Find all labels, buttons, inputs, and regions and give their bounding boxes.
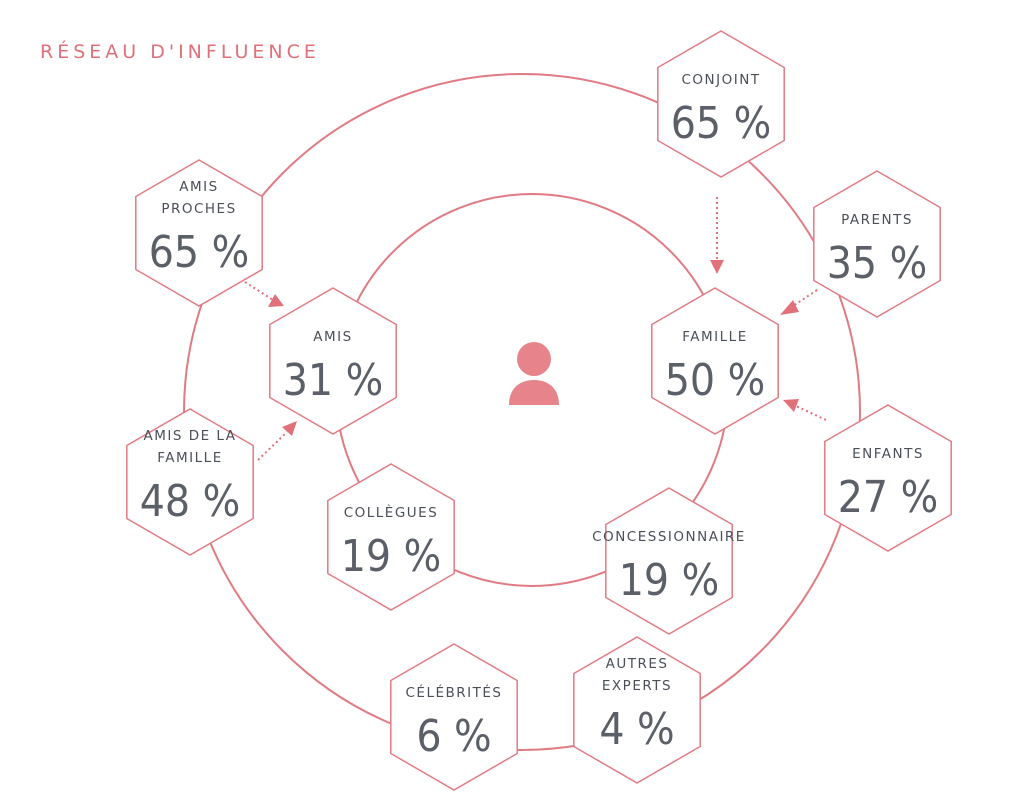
hexagon-enfants bbox=[824, 404, 952, 552]
node-value-famille: 50 % bbox=[665, 355, 766, 406]
node-label-autres-experts: EXPERTS bbox=[602, 678, 672, 694]
node-label-amis-proches: AMIS bbox=[179, 179, 218, 195]
node-value-autres-experts: 4 % bbox=[599, 704, 674, 755]
node-parents: PARENTS 35 % bbox=[813, 170, 941, 318]
node-conjoint: CONJOINT 65 % bbox=[657, 30, 785, 178]
node-label-concessionnaire: CONCESSIONNAIRE bbox=[592, 529, 746, 545]
node-value-conjoint: 65 % bbox=[671, 98, 772, 149]
arrow-conjoint-famille-head bbox=[710, 260, 724, 274]
arrow-amis-proches-amis-head bbox=[268, 294, 284, 307]
hexagon-autres-experts bbox=[573, 636, 701, 784]
hexagon-amis-proches bbox=[135, 159, 263, 307]
node-label-amis-proches: PROCHES bbox=[161, 201, 236, 217]
hexagon-conjoint bbox=[657, 30, 785, 178]
hexagon-amis-de-la-famille bbox=[126, 408, 254, 556]
node-amis: AMIS 31 % bbox=[269, 287, 397, 435]
node-label-conjoint: CONJOINT bbox=[681, 72, 760, 88]
node-label-famille: FAMILLE bbox=[682, 329, 747, 345]
hexagon-parents bbox=[813, 170, 941, 318]
node-value-amis-de-la-famille: 48 % bbox=[140, 476, 241, 527]
node-amis-de-la-famille: AMIS DE LA FAMILLE 48 % bbox=[126, 408, 254, 556]
node-value-celebrites: 6 % bbox=[416, 711, 491, 762]
node-value-concessionnaire: 19 % bbox=[619, 555, 720, 606]
node-amis-proches: AMIS PROCHES 65 % bbox=[135, 159, 263, 307]
node-enfants: ENFANTS 27 % bbox=[824, 404, 952, 552]
node-label-celebrites: CÉLÉBRITÉS bbox=[406, 684, 503, 701]
node-value-amis-proches: 65 % bbox=[149, 227, 250, 278]
node-label-autres-experts: AUTRES bbox=[606, 656, 669, 672]
influence-arrows bbox=[244, 197, 827, 461]
hexagon-amis bbox=[269, 287, 397, 435]
hexagon-famille bbox=[651, 287, 779, 435]
arrow-parents-famille-head bbox=[780, 300, 799, 315]
node-famille: FAMILLE 50 % bbox=[651, 287, 779, 435]
node-value-amis: 31 % bbox=[283, 355, 384, 406]
arrow-enfants-famille bbox=[795, 405, 827, 421]
arrow-amis-famille-amis bbox=[257, 431, 288, 461]
node-concessionnaire: CONCESSIONNAIRE 19 % bbox=[592, 487, 746, 635]
node-value-collegues: 19 % bbox=[341, 531, 442, 582]
hexagon-celebrites bbox=[390, 643, 518, 791]
page-title: RÉSEAU D'INFLUENCE bbox=[40, 40, 320, 63]
node-label-amis: AMIS bbox=[313, 329, 352, 345]
node-label-enfants: ENFANTS bbox=[852, 446, 924, 462]
outer-ring bbox=[183, 73, 861, 751]
arrow-enfants-famille-head bbox=[783, 399, 799, 412]
node-collegues: COLLÈGUES 19 % bbox=[327, 463, 455, 611]
arrow-amis-proches-amis bbox=[244, 281, 274, 301]
node-label-parents: PARENTS bbox=[841, 212, 913, 228]
hexagon-concessionnaire bbox=[605, 487, 733, 635]
node-label-amis-de-la-famille: FAMILLE bbox=[157, 450, 222, 466]
node-value-parents: 35 % bbox=[827, 238, 928, 289]
arrow-parents-famille bbox=[789, 289, 818, 309]
node-label-collegues: COLLÈGUES bbox=[344, 504, 439, 521]
hexagon-collegues bbox=[327, 463, 455, 611]
node-label-amis-de-la-famille: AMIS DE LA bbox=[143, 428, 236, 444]
arrow-amis-famille-amis-head bbox=[282, 421, 297, 436]
node-value-enfants: 27 % bbox=[838, 472, 939, 523]
center-person-icon bbox=[509, 342, 559, 405]
node-autres-experts: AUTRES EXPERTS 4 % bbox=[573, 636, 701, 784]
node-celebrites: CÉLÉBRITÉS 6 % bbox=[390, 643, 518, 791]
